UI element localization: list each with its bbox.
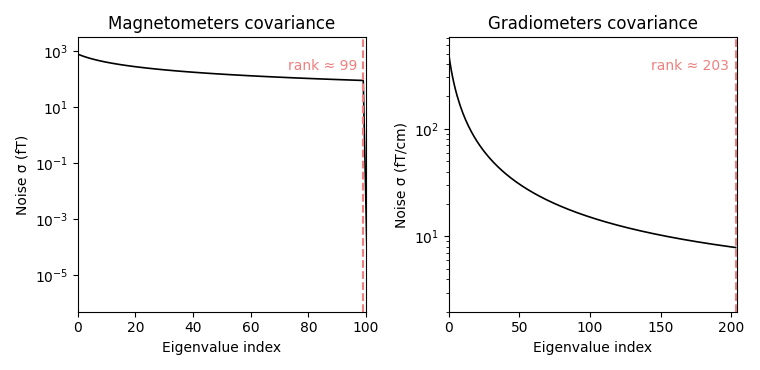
Text: rank ≈ 99: rank ≈ 99 <box>288 59 357 73</box>
X-axis label: Eigenvalue index: Eigenvalue index <box>163 341 281 355</box>
Title: Gradiometers covariance: Gradiometers covariance <box>488 15 698 33</box>
Title: Magnetometers covariance: Magnetometers covariance <box>108 15 335 33</box>
Text: rank ≈ 203: rank ≈ 203 <box>651 59 729 73</box>
Y-axis label: Noise σ (fT/cm): Noise σ (fT/cm) <box>394 121 408 228</box>
Y-axis label: Noise σ (fT): Noise σ (fT) <box>15 134 29 215</box>
X-axis label: Eigenvalue index: Eigenvalue index <box>534 341 652 355</box>
